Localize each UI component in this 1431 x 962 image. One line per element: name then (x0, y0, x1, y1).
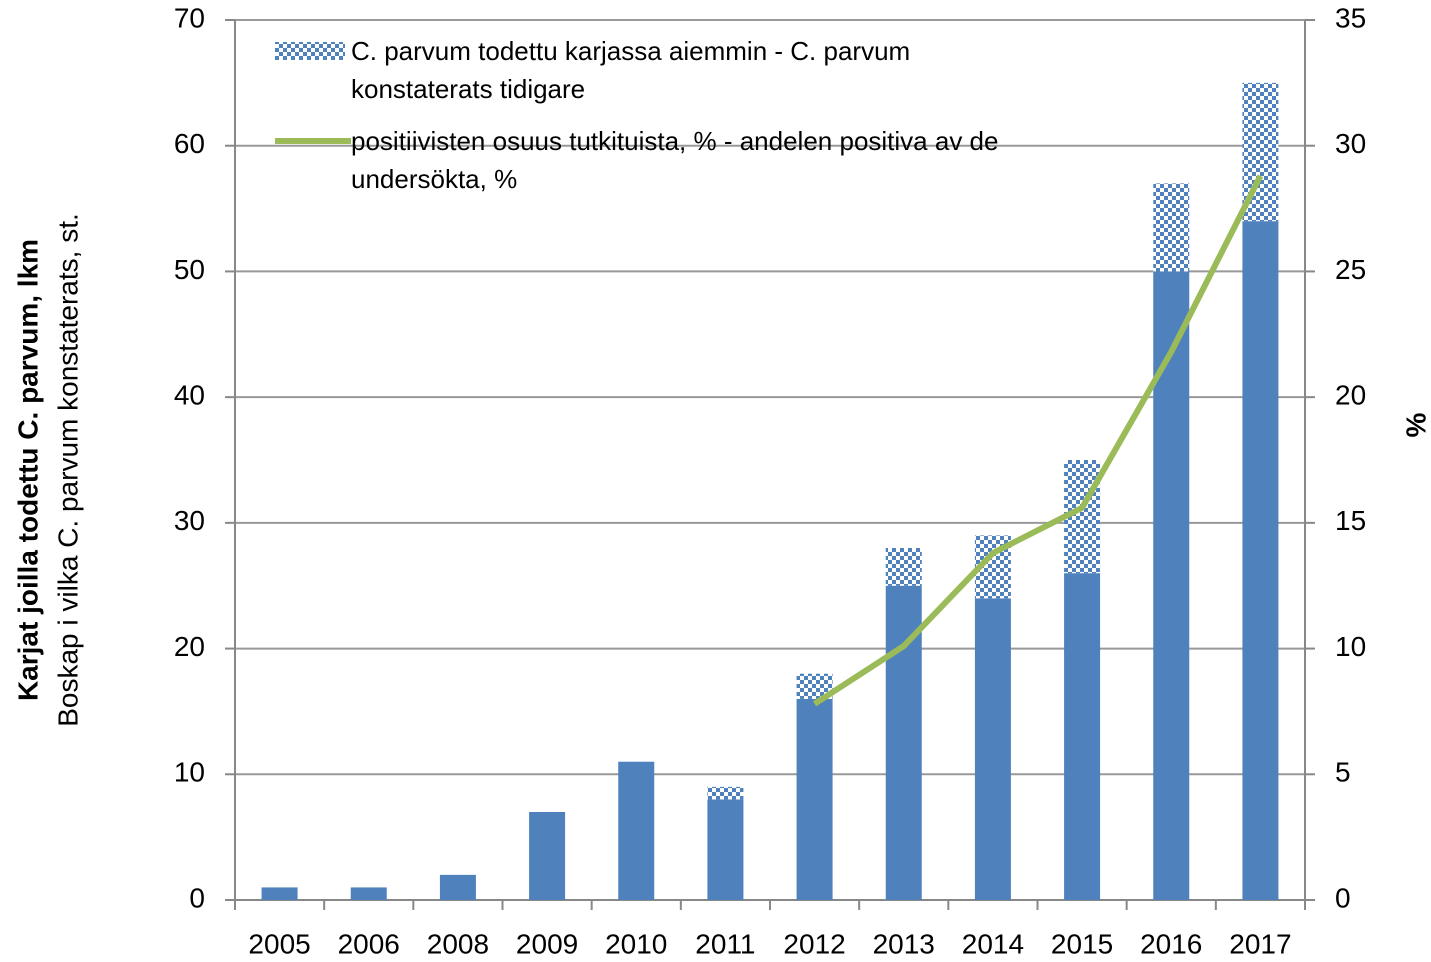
line-series (812, 174, 1264, 707)
y2-tick-label: 25 (1335, 254, 1366, 285)
x-tick-label: 2011 (695, 928, 755, 959)
y2-tick-label: 10 (1335, 631, 1366, 662)
bar-segment (885, 548, 922, 586)
bar-segment (974, 598, 1011, 900)
y2-tick-label: 30 (1335, 128, 1366, 159)
bar-segment (1153, 183, 1190, 272)
bar-segment (618, 761, 655, 900)
y2-tick-label: 35 (1335, 2, 1366, 33)
x-tick-label: 2015 (1051, 928, 1113, 959)
x-tick-label: 2006 (338, 928, 400, 959)
legend-label: positiivisten osuus tutkituista, % - and… (351, 126, 999, 194)
y2-tick-label: 20 (1335, 380, 1366, 411)
legend: C. parvum todettu karjassa aiemmin - C. … (275, 32, 1035, 212)
y-tick-label: 40 (174, 380, 205, 411)
y-tick-label: 30 (174, 505, 205, 536)
legend-label: C. parvum todettu karjassa aiemmin - C. … (351, 36, 911, 104)
bar-segment (261, 887, 298, 900)
x-tick-label: 2014 (962, 928, 1024, 959)
bar-segment (796, 698, 833, 900)
bar-segment (885, 585, 922, 900)
x-tick-label: 2017 (1229, 928, 1291, 959)
bar-segment (707, 799, 744, 900)
x-tick-label: 2005 (248, 928, 310, 959)
y-tick-label: 20 (174, 631, 205, 662)
y-tick-label: 50 (174, 254, 205, 285)
bar-segment (1153, 271, 1190, 900)
y2-tick-label: 5 (1335, 757, 1351, 788)
x-tick-label: 2010 (605, 928, 667, 959)
x-tick-label: 2008 (427, 928, 489, 959)
y2-tick-label: 0 (1335, 882, 1351, 913)
y-tick-label: 0 (189, 882, 205, 913)
legend-swatch (275, 122, 351, 160)
bar-segment (350, 887, 387, 900)
y2-axis-label: % (1400, 412, 1431, 437)
y-tick-label: 10 (174, 757, 205, 788)
y-axis-label: Karjat joilla todettu C. parvum, lkm (12, 239, 43, 701)
bar-segment (1242, 221, 1279, 901)
y-tick-label: 60 (174, 128, 205, 159)
bar-segment (707, 786, 744, 800)
y2-tick-label: 15 (1335, 505, 1366, 536)
legend-swatch (275, 32, 351, 70)
x-tick-label: 2016 (1140, 928, 1202, 959)
x-tick-label: 2009 (516, 928, 578, 959)
legend-entry: C. parvum todettu karjassa aiemmin - C. … (275, 32, 1035, 108)
x-tick-label: 2012 (783, 928, 845, 959)
y-axis-label: Boskap i vilka C. parvum konstaterats, s… (52, 213, 83, 727)
x-tick-label: 2013 (873, 928, 935, 959)
bar-segment (1064, 573, 1101, 900)
y-tick-label: 70 (174, 2, 205, 33)
bar-segment (439, 874, 476, 900)
legend-entry: positiivisten osuus tutkituista, % - and… (275, 122, 1035, 198)
bar-segment (529, 812, 566, 900)
